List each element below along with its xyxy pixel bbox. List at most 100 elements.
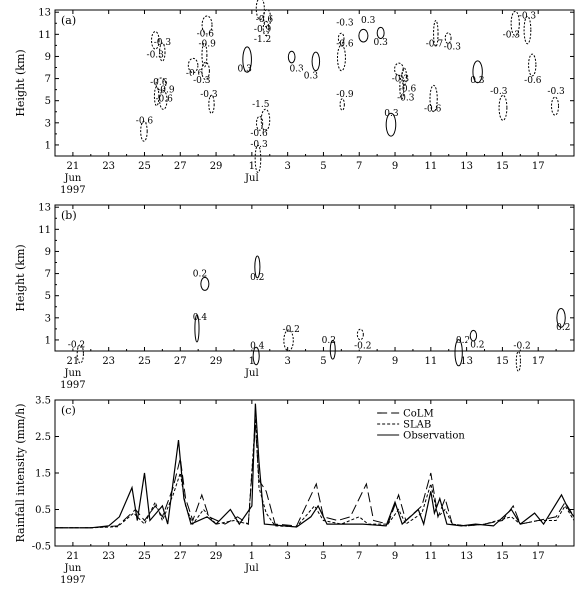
positive-contour	[385, 112, 397, 137]
x-tick-label: 9	[392, 551, 398, 562]
contour-label-bg	[334, 38, 355, 48]
x-tick-label: 15	[496, 356, 509, 367]
contour-label-bg	[254, 13, 275, 23]
contour-label-bg	[501, 29, 522, 39]
negative-contour	[262, 20, 270, 36]
x-tick-label: 23	[102, 161, 115, 172]
contour-label: -0.9	[254, 25, 272, 35]
month-label-jun: Jun	[63, 368, 81, 379]
y-axis-label: Height (km)	[14, 49, 27, 116]
positive-contour	[311, 51, 321, 72]
y-tick-label: 7	[45, 269, 51, 280]
negative-contour	[201, 15, 213, 35]
contour-label-bg	[442, 41, 463, 51]
negative-contour	[498, 94, 508, 121]
contour-label: -0.2	[513, 342, 530, 352]
positive-contour	[287, 50, 296, 64]
y-tick-label: 5	[45, 96, 51, 107]
x-tick-label: 25	[138, 551, 151, 562]
y-tick-label: 11	[38, 225, 51, 236]
y-tick-label: 13	[38, 8, 51, 19]
contour-label: -0.6	[155, 95, 173, 105]
contour-label: -0.6	[336, 39, 354, 49]
contour-label: 0.4	[250, 342, 265, 352]
negative-contour	[399, 74, 405, 100]
negative-contour	[76, 344, 84, 364]
contour-label: -0.2	[68, 340, 85, 350]
contour-label-bg	[318, 335, 339, 345]
negative-contour	[201, 61, 210, 81]
month-label-jul: Jul	[244, 173, 259, 184]
y-tick-label: -0.5	[32, 542, 51, 553]
month-label-jun: Jun	[63, 173, 81, 184]
panel-c: (c)-0.50.51.52.53.521 23 25 27 29 1 3 5 7 9 11 13 15…	[14, 396, 575, 586]
negative-contour	[283, 329, 294, 352]
plot-frame	[54, 204, 575, 352]
contour-label: -0.7	[426, 39, 444, 49]
panel-label: (a)	[61, 14, 76, 27]
series-line-observation	[55, 403, 575, 529]
contour-label-bg	[546, 85, 567, 95]
year-label: 1997	[60, 380, 85, 391]
contour-label-bg	[197, 38, 218, 48]
contour-label: -0.6	[424, 105, 442, 115]
negative-contour	[201, 42, 208, 68]
positive-contour	[254, 255, 261, 279]
contour-label-bg	[281, 323, 302, 333]
series-line-slab	[55, 418, 575, 529]
contour-label-bg	[422, 103, 443, 113]
contour-label-bg	[512, 340, 533, 350]
legend-label: SLAB	[403, 420, 431, 431]
negative-contour	[254, 144, 262, 173]
x-tick-label: 29	[210, 551, 223, 562]
contour-label-bg	[66, 339, 87, 349]
contour-label-bg	[154, 93, 175, 103]
contour-label: 0.2	[470, 340, 484, 350]
contour-label: -0.6	[399, 85, 417, 95]
positive-contour	[454, 339, 463, 367]
negative-contour	[429, 84, 438, 113]
legend-label: Observation	[403, 431, 465, 442]
contour-label: -0.6	[250, 129, 268, 139]
contour-label: 0.2	[322, 336, 336, 346]
contour-label-bg	[247, 272, 268, 281]
contour-label-bg	[286, 63, 307, 73]
y-tick-label: 11	[38, 30, 51, 41]
positive-contour	[242, 46, 252, 73]
y-tick-label: 3	[45, 118, 51, 129]
panel-label: (b)	[61, 209, 77, 222]
negative-contour	[159, 90, 168, 110]
x-tick-label: 7	[356, 356, 362, 367]
y-tick-label: 7	[45, 74, 51, 85]
contour-label-bg	[148, 77, 169, 86]
contour-label-bg	[189, 268, 210, 278]
contour-label: -0.9	[198, 39, 216, 49]
contour-label-bg	[300, 70, 321, 80]
x-tick-label: 21	[67, 356, 80, 367]
x-tick-label: 29	[210, 161, 223, 172]
contour-label: -0.3	[193, 76, 211, 86]
x-tick-label: 5	[320, 551, 326, 562]
negative-contour	[337, 32, 345, 45]
contour-label: 0.3	[384, 109, 399, 119]
month-label-jun: Jun	[63, 563, 81, 574]
negative-contour	[159, 42, 166, 62]
x-tick-label: 15	[496, 551, 509, 562]
contour-label: -0.2	[354, 342, 371, 352]
contour-label-bg	[453, 335, 474, 345]
negative-contour	[255, 115, 264, 131]
x-tick-label: 29	[210, 356, 223, 367]
y-axis-label: Rainfall intensity (mm/h)	[14, 403, 27, 542]
positive-contour	[358, 28, 369, 43]
negative-contour	[263, 8, 272, 28]
x-tick-label: 23	[102, 551, 115, 562]
contour-label-bg	[247, 340, 268, 350]
contour-label: -0.3	[547, 87, 565, 97]
contour-label-bg	[334, 89, 355, 99]
y-tick-label: 1	[45, 140, 51, 151]
x-tick-label: 13	[460, 356, 473, 367]
x-tick-label: 7	[356, 161, 362, 172]
year-label: 1997	[60, 185, 85, 196]
x-tick-label: 9	[392, 356, 398, 367]
